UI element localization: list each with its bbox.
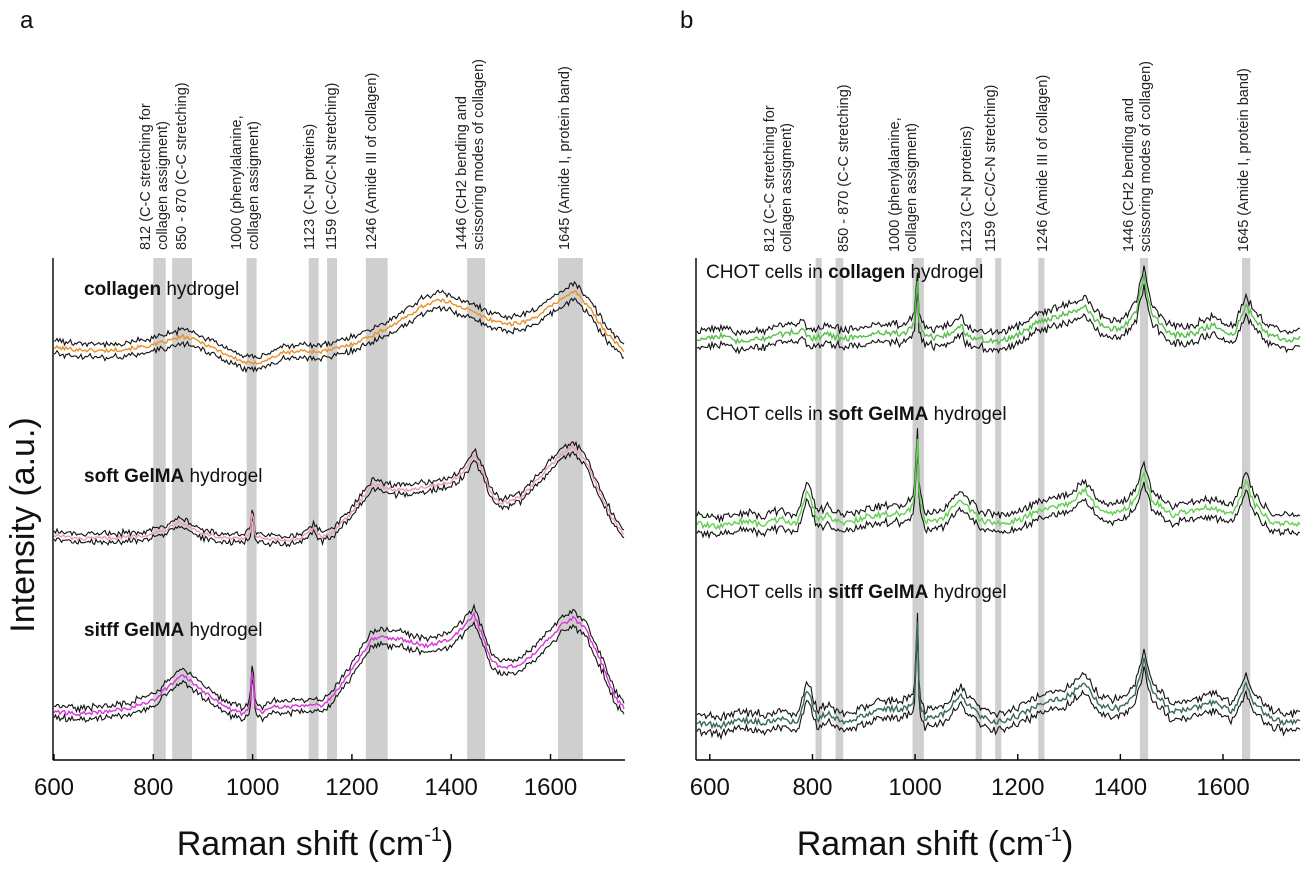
panel-b-letter: b xyxy=(680,7,693,34)
peak-band xyxy=(995,258,1002,760)
series-upper-line xyxy=(696,265,1301,337)
series-lower-line xyxy=(53,620,625,723)
x-tick-label: 1200 xyxy=(991,774,1044,801)
series-lower-line xyxy=(53,297,625,374)
peak-band xyxy=(246,258,257,760)
series-label: CHOT cells in soft GelMA hydrogel xyxy=(706,404,1007,425)
peak-band xyxy=(1038,258,1045,760)
peak-label: 1000 (phenylalanine,collagen assigment) xyxy=(887,117,920,252)
peak-label: 1446 (CH2 bending andscissoring modes of… xyxy=(454,59,487,250)
peak-band xyxy=(1139,258,1149,760)
series-upper-line xyxy=(696,612,1301,722)
peak-label: 812 (C-C stretching forcollagen assigmen… xyxy=(762,105,795,252)
series-label: soft GelMA hydrogel xyxy=(84,466,262,487)
peak-label: 1645 (Amide I, protein band) xyxy=(557,66,573,250)
x-tick-label: 1000 xyxy=(888,774,941,801)
peak-label: 1159 (C-C/C-N stretching) xyxy=(324,83,340,250)
x-tick-label: 1200 xyxy=(325,774,378,801)
series-mean-line xyxy=(53,444,625,543)
series-mean-line xyxy=(697,274,1301,346)
series-label: CHOT cells in sitff GelMA hydrogel xyxy=(706,582,1007,603)
x-tick-label: 800 xyxy=(133,774,173,801)
peak-band xyxy=(912,258,924,760)
series-lower-line xyxy=(696,284,1301,355)
series-upper-line xyxy=(696,428,1301,524)
peak-label: 1246 (Amide III of collagen) xyxy=(364,73,380,250)
peak-label: 850 - 870 (C-C stretching) xyxy=(174,82,190,250)
series-upper-line xyxy=(53,280,625,360)
series-upper-line xyxy=(53,603,625,714)
series-label: CHOT cells in collagen hydrogel xyxy=(706,262,983,283)
peak-band xyxy=(172,258,193,760)
series-label: collagen hydrogel xyxy=(84,279,239,300)
series-lower-line xyxy=(696,632,1301,741)
peak-band xyxy=(975,258,982,760)
series-mean-line xyxy=(53,611,625,717)
x-tick-label: 1400 xyxy=(1094,774,1147,801)
x-tick-label: 800 xyxy=(792,774,832,801)
peak-label: 1446 (CH2 bending andscissoring modes of… xyxy=(1121,61,1154,252)
peak-band xyxy=(1242,258,1251,760)
series-label: sitff GelMA hydrogel xyxy=(84,620,262,641)
x-tick-label: 1600 xyxy=(1196,774,1249,801)
peak-label: 1123 (C-N proteins) xyxy=(302,124,318,250)
y-axis-label: Intensity (a.u.) xyxy=(4,417,42,632)
x-tick-label: 1400 xyxy=(425,774,478,801)
panel-a: 812 (C-C stretching forcollagen assigmen… xyxy=(34,59,625,801)
peak-label: 850 - 870 (C-C stretching) xyxy=(836,84,852,252)
peak-band xyxy=(327,258,338,760)
peak-label: 1645 (Amide I, protein band) xyxy=(1236,68,1252,252)
peak-label: 1000 (phenylalanine,collagen assigment) xyxy=(229,115,262,250)
peak-label: 1159 (C-C/C-N stretching) xyxy=(983,85,999,252)
x-axis-label-b: Raman shift (cm-1) xyxy=(797,824,1074,863)
peak-label: 1246 (Amide III of collagen) xyxy=(1035,75,1051,252)
peak-band xyxy=(835,258,844,760)
peak-label: 812 (C-C stretching forcollagen assigmen… xyxy=(138,103,171,250)
peak-band xyxy=(557,258,583,760)
x-tick-label: 1000 xyxy=(226,774,279,801)
series-lower-line xyxy=(696,449,1301,540)
series-mean-line xyxy=(696,438,1301,531)
series-lower-line xyxy=(53,451,625,548)
peak-band xyxy=(308,258,319,760)
peak-band xyxy=(815,258,822,760)
x-axis-label-a: Raman shift (cm-1) xyxy=(177,824,454,863)
peak-band xyxy=(467,258,485,760)
series-mean-line xyxy=(53,290,625,366)
panel-a-letter: a xyxy=(20,7,34,34)
x-tick-label: 600 xyxy=(690,774,730,801)
x-tick-label: 600 xyxy=(34,774,74,801)
peak-band xyxy=(365,258,388,760)
peak-label: 1123 (C-N proteins) xyxy=(959,126,975,252)
peak-band xyxy=(153,258,166,760)
series-mean-line xyxy=(696,621,1301,730)
x-tick-label: 1600 xyxy=(524,774,577,801)
panel-b: 812 (C-C stretching forcollagen assigmen… xyxy=(690,61,1301,801)
series-upper-line xyxy=(53,440,625,540)
